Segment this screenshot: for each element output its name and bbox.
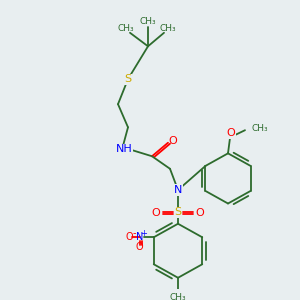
Text: S: S <box>174 207 182 217</box>
Text: O: O <box>196 208 204 218</box>
Text: CH₃: CH₃ <box>252 124 268 133</box>
Text: CH₃: CH₃ <box>160 24 176 33</box>
Text: NH: NH <box>116 145 132 154</box>
Text: O: O <box>126 232 134 242</box>
Text: CH₃: CH₃ <box>140 17 156 26</box>
Text: S: S <box>124 74 132 84</box>
Text: O: O <box>152 208 160 218</box>
Text: +: + <box>140 229 147 238</box>
Text: N: N <box>136 232 143 242</box>
Text: O: O <box>226 128 236 138</box>
Text: O: O <box>169 136 177 146</box>
Text: -: - <box>133 228 136 239</box>
Text: O: O <box>136 242 144 252</box>
Text: N: N <box>174 185 182 195</box>
Text: CH₃: CH₃ <box>118 24 134 33</box>
Text: CH₃: CH₃ <box>170 292 186 300</box>
